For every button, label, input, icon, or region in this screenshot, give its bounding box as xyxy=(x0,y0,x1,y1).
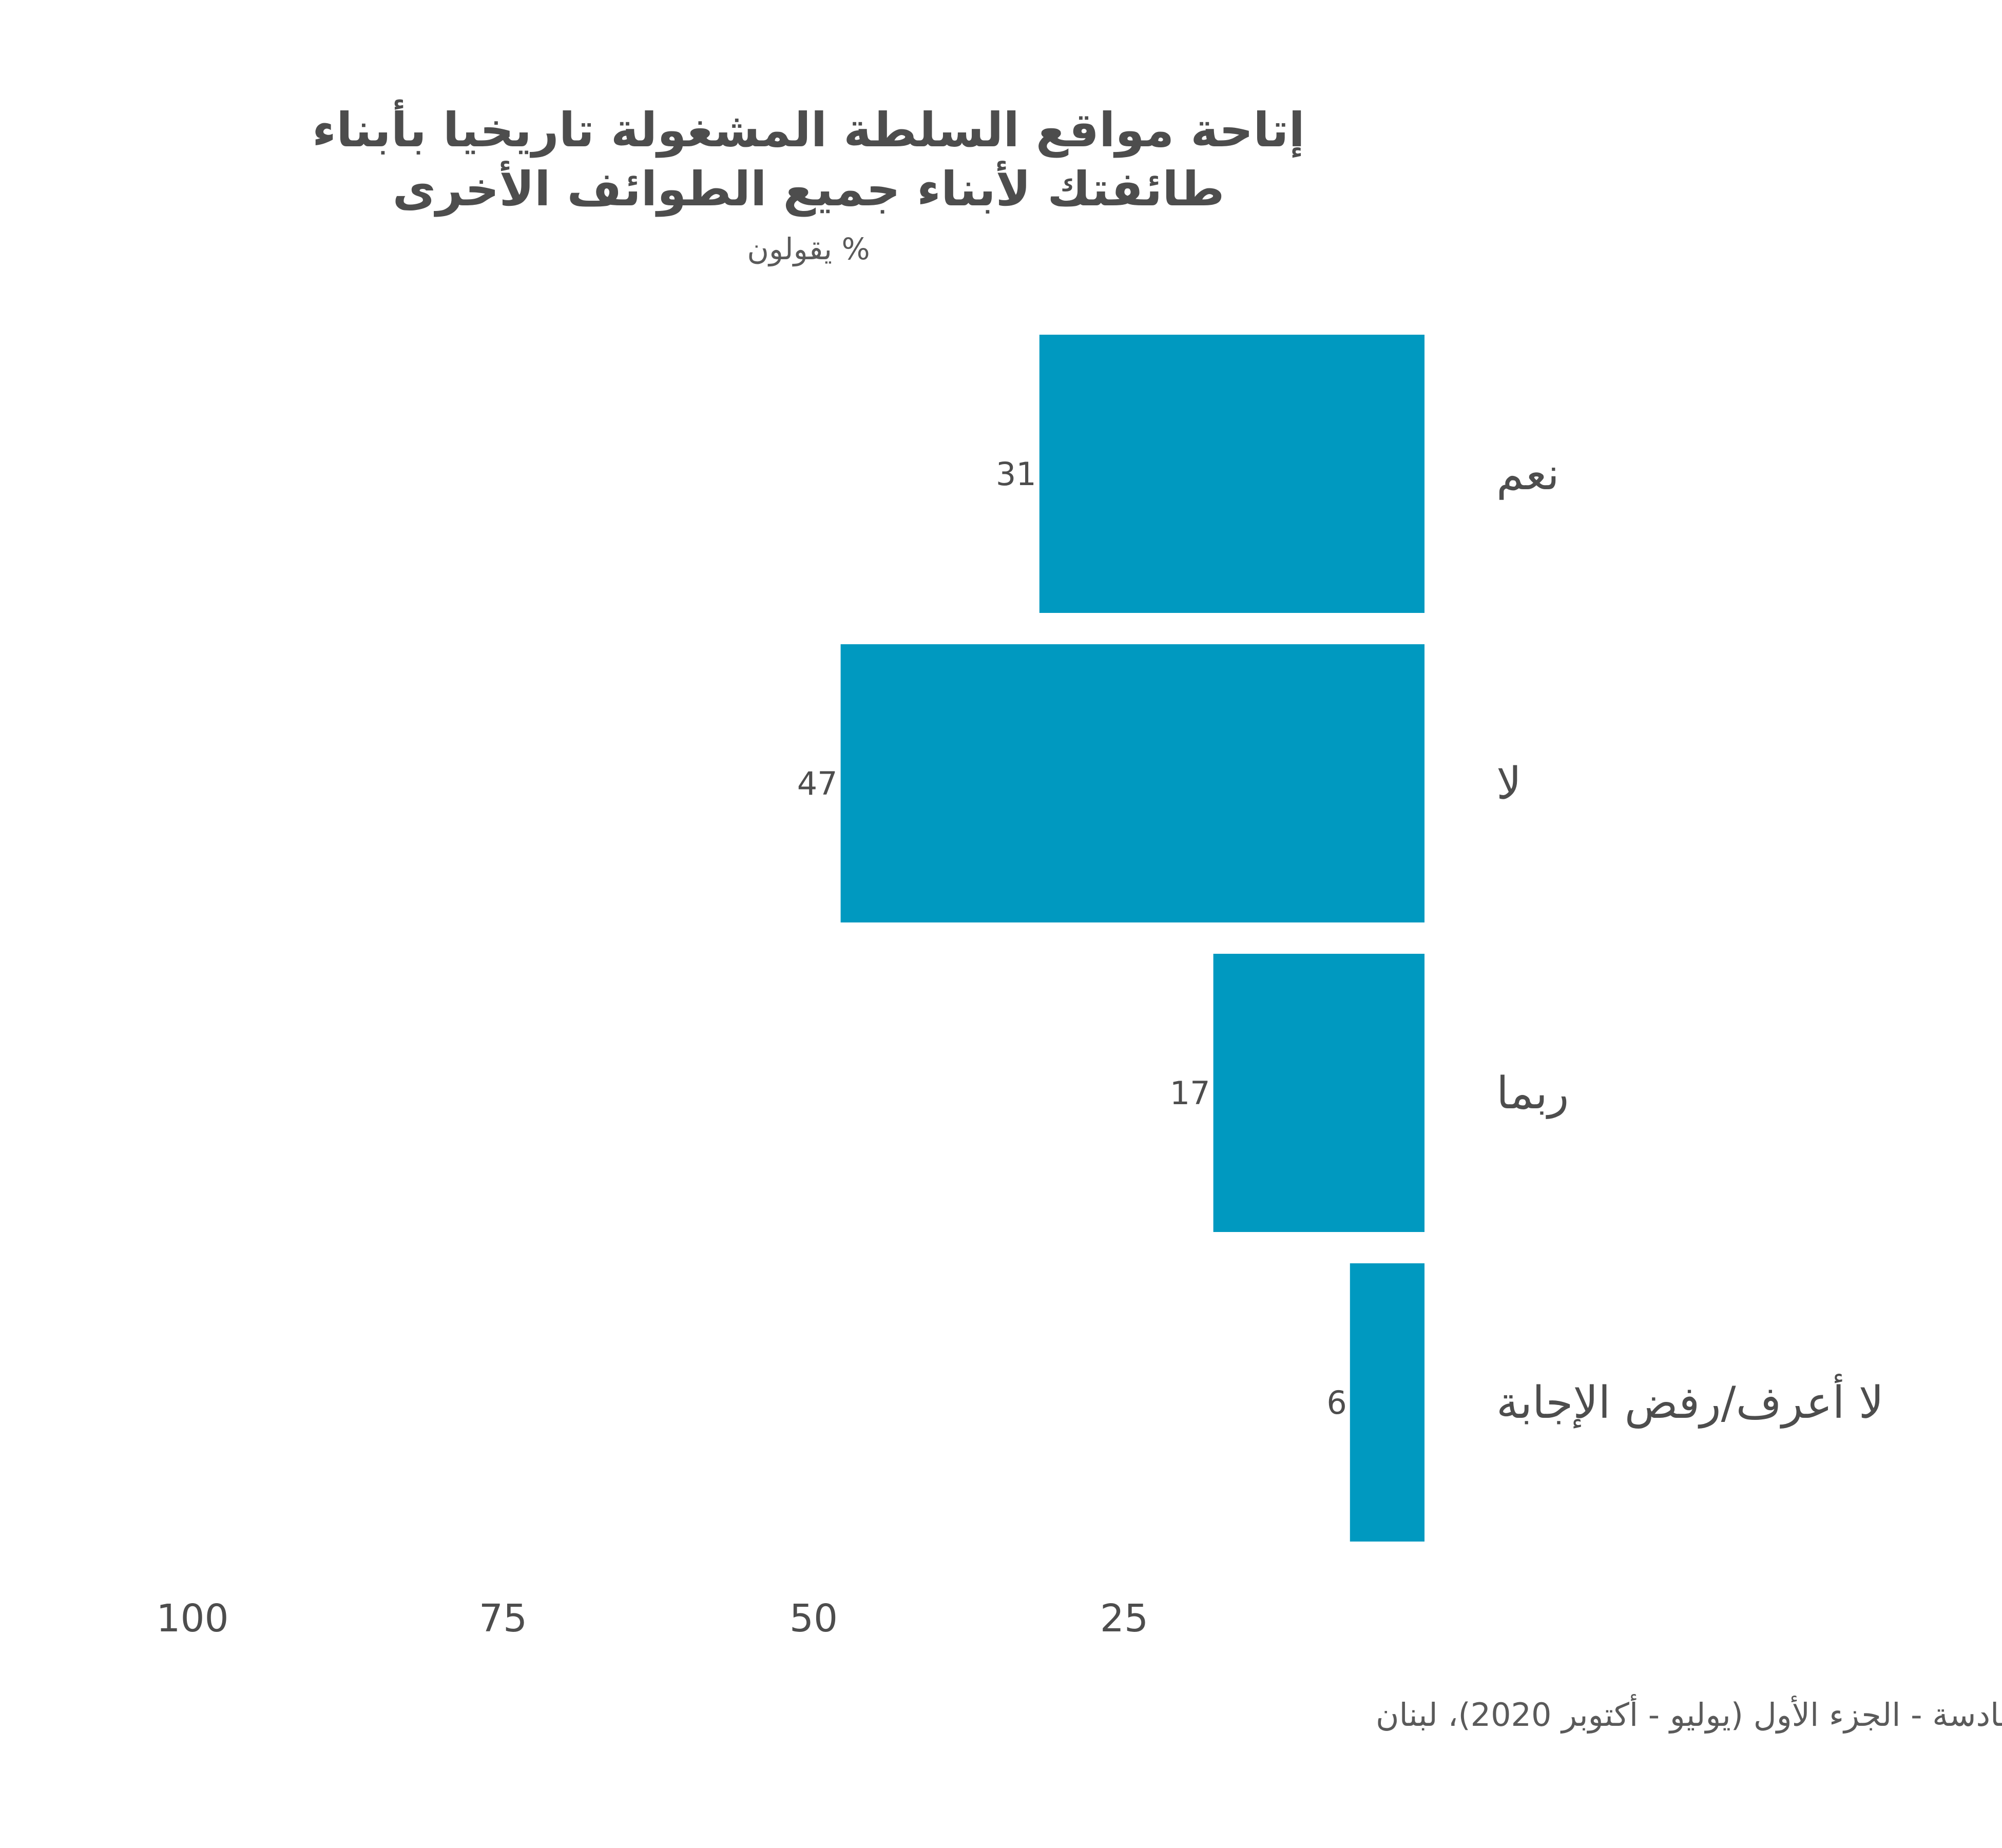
x-tick-label-100: 100 xyxy=(156,1596,228,1641)
chart-title-line-2: طائفتك لأبناء جميع الطوائف الأخرى xyxy=(393,161,1225,217)
bar-4 xyxy=(1350,1263,1424,1542)
category-label-4: لا أعرف/رفض الإجابة xyxy=(1496,1374,1884,1429)
value-label-3: 17 xyxy=(1170,1074,1210,1112)
x-tick-label-25: 25 xyxy=(1100,1596,1148,1641)
bar-2 xyxy=(840,644,1424,922)
x-tick-label-50: 50 xyxy=(790,1596,838,1641)
category-label-3: ربما xyxy=(1496,1068,1569,1119)
value-label-1: 31 xyxy=(996,455,1036,493)
chart-title-line-1: إتاحة مواقع السلطة المشغولة تاريخيا بأبن… xyxy=(312,99,1305,158)
bar-3 xyxy=(1213,954,1424,1232)
x-axis-ticks: 25 50 75 100 xyxy=(156,1596,1148,1641)
value-label-2: 47 xyxy=(797,765,838,802)
bar-1 xyxy=(1039,335,1424,613)
chart-subtitle: % يقولون xyxy=(747,232,870,267)
x-tick-label-75: 75 xyxy=(479,1596,527,1641)
value-label-4: 6 xyxy=(1326,1384,1346,1421)
category-label-2: لا xyxy=(1496,758,1522,810)
bars-group: 31 نعم 47 لا 17 ربما 6 لا أعرف/رفض الإجابة xyxy=(797,335,1884,1542)
category-label-1: نعم xyxy=(1496,449,1560,500)
source-note: الباروميتر العربي، الدورة السادسة - الجز… xyxy=(1376,1694,2002,1734)
